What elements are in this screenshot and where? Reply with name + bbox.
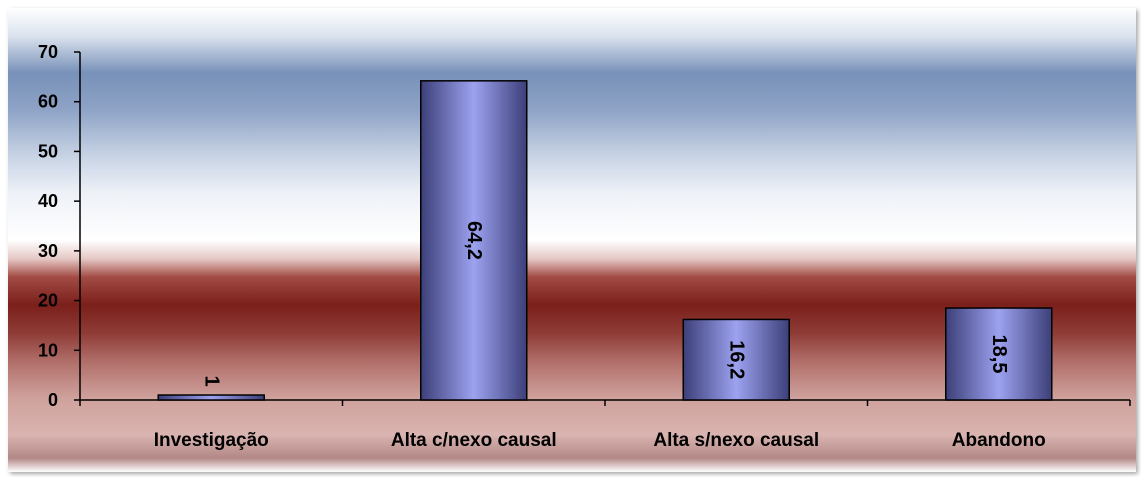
bar — [682, 318, 790, 401]
y-tick-label: 10 — [38, 340, 58, 360]
bar — [157, 394, 265, 401]
data-label: 18,5 — [988, 335, 1010, 374]
x-axis: Investigação Alta c/nexo causal Alta s/nex… — [79, 399, 1131, 451]
y-tick-label: 0 — [48, 390, 58, 410]
x-category-label: Alta c/nexo causal — [391, 430, 557, 451]
x-category-label: Abandono — [952, 430, 1046, 451]
y-tick-label: 20 — [38, 291, 58, 311]
bars — [157, 80, 1053, 401]
x-category-label: Alta s/nexo causal — [653, 430, 819, 451]
data-labels: 1 64,2 16,2 18,5 — [200, 221, 1010, 387]
x-category-label: Investigação — [154, 430, 269, 451]
y-tick-label: 50 — [38, 141, 58, 161]
y-tick-label: 40 — [38, 191, 58, 211]
data-label: 64,2 — [463, 221, 485, 260]
y-tick-label: 70 — [38, 42, 58, 62]
bar — [420, 80, 528, 401]
data-label: 1 — [200, 375, 222, 386]
y-tick-label: 60 — [38, 92, 58, 112]
y-tick-label: 30 — [38, 241, 58, 261]
data-label: 16,2 — [725, 340, 747, 379]
y-axis: 0 10 20 30 40 50 60 70 — [38, 42, 81, 410]
bar — [945, 307, 1053, 401]
